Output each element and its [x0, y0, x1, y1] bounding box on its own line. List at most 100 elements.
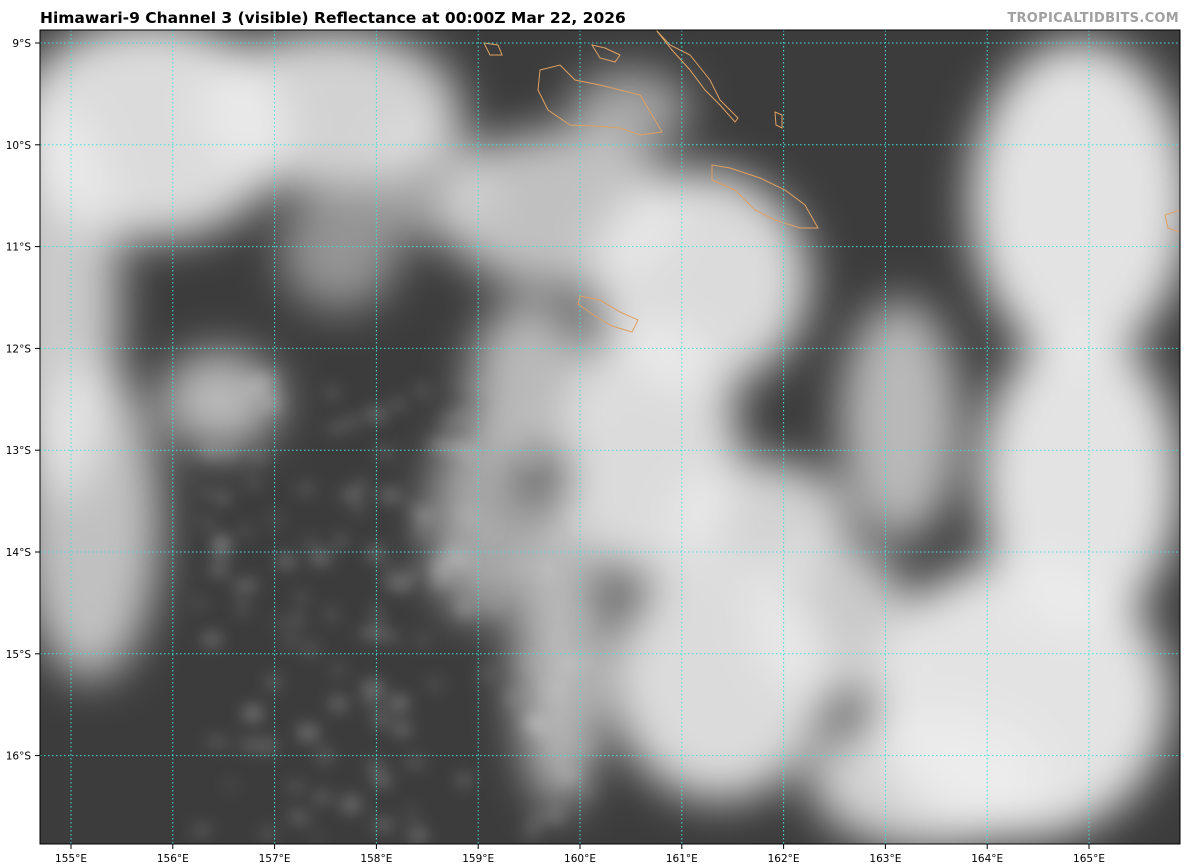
cumulus-cell: [259, 396, 281, 410]
cumulus-cell: [327, 425, 345, 432]
cumulus-cell: [486, 522, 494, 532]
cumulus-cell: [349, 488, 361, 502]
cumulus-cell: [260, 741, 276, 752]
cumulus-cell: [314, 793, 330, 802]
cumulus-cell: [378, 448, 392, 456]
latitude-label: 12°S: [6, 343, 32, 355]
cumulus-cell: [227, 782, 235, 788]
cumulus-cell: [271, 514, 278, 525]
cumulus-cell: [277, 555, 295, 567]
latitude-label: 9°S: [12, 38, 31, 50]
cumulus-cell: [344, 418, 360, 425]
latitude-label: 11°S: [6, 242, 32, 254]
cumulus-cell: [268, 676, 279, 689]
cloud-mass: [840, 300, 960, 540]
cumulus-cell: [236, 605, 250, 612]
cumulus-cell: [575, 524, 589, 534]
cumulus-cell: [558, 659, 578, 671]
cumulus-cell: [522, 829, 541, 836]
cloud-mass: [570, 70, 690, 150]
cumulus-cell: [289, 617, 305, 624]
cloud-layer: [40, 30, 1180, 844]
cumulus-cell: [511, 440, 521, 445]
cumulus-cell: [282, 637, 299, 643]
cumulus-cell: [392, 634, 401, 642]
cumulus-cell: [334, 665, 342, 675]
cumulus-cell: [394, 723, 410, 735]
cumulus-cell: [414, 526, 424, 538]
cumulus-cell: [427, 681, 442, 687]
cumulus-cell: [359, 629, 377, 637]
cumulus-cell: [455, 412, 470, 419]
cumulus-cell: [244, 379, 263, 393]
cumulus-cell: [525, 718, 543, 729]
cumulus-cell: [291, 810, 302, 823]
cloud-mass: [370, 120, 490, 240]
cumulus-cell: [454, 604, 476, 615]
longitude-label: 165°E: [1073, 853, 1105, 865]
cumulus-cell: [458, 380, 465, 387]
cumulus-cell: [310, 552, 331, 564]
cumulus-cell: [582, 788, 593, 794]
cumulus-cell: [442, 442, 464, 453]
cumulus-cell: [215, 493, 230, 503]
cumulus-cell: [374, 626, 381, 639]
cumulus-cell: [337, 534, 345, 548]
cumulus-cell: [550, 535, 561, 542]
latitude-label: 16°S: [6, 751, 32, 763]
cumulus-cell: [224, 449, 232, 460]
cumulus-cell: [201, 445, 219, 457]
cumulus-cell: [374, 713, 387, 727]
latitude-label: 15°S: [6, 649, 32, 661]
cumulus-cell: [389, 696, 409, 710]
latitude-label: 13°S: [6, 445, 32, 457]
cumulus-cell: [481, 670, 492, 678]
longitude-label: 161°E: [666, 853, 698, 865]
cumulus-cell: [342, 797, 361, 811]
cumulus-cell: [261, 830, 275, 837]
cumulus-cell: [245, 706, 262, 720]
credit-watermark: TROPICALTIDBITS.COM: [1007, 11, 1179, 26]
cumulus-cell: [459, 773, 469, 787]
cumulus-cell: [550, 683, 563, 695]
cumulus-cell: [407, 810, 415, 818]
cumulus-cell: [477, 383, 486, 391]
longitude-label: 157°E: [259, 853, 291, 865]
cumulus-cell: [373, 606, 381, 620]
cumulus-cell: [440, 554, 448, 560]
longitude-label: 159°E: [462, 853, 494, 865]
map-frame: [39, 29, 1181, 845]
longitude-label: 164°E: [971, 853, 1003, 865]
cloud-mass: [40, 360, 160, 680]
cumulus-cell: [575, 744, 597, 751]
cumulus-cell: [362, 682, 384, 695]
longitude-label: 163°E: [869, 853, 901, 865]
cloud-detail-layer: [193, 374, 597, 842]
cumulus-cell: [578, 656, 591, 664]
cumulus-cell: [328, 386, 336, 399]
cumulus-cell: [373, 774, 387, 780]
cumulus-cell: [548, 809, 561, 823]
cumulus-cell: [241, 526, 249, 536]
cumulus-cell: [339, 492, 350, 499]
longitude-label: 162°E: [768, 853, 800, 865]
cumulus-cell: [415, 510, 435, 522]
cumulus-cell: [429, 440, 447, 452]
cloud-mass: [750, 540, 910, 700]
cumulus-cell: [376, 492, 396, 499]
cumulus-cell: [517, 566, 525, 573]
cumulus-cell: [304, 539, 317, 546]
coastlines: [483, 30, 1180, 333]
cumulus-cell: [507, 693, 517, 705]
cumulus-cell: [368, 761, 383, 770]
cumulus-cell: [314, 837, 321, 842]
cumulus-cell: [373, 820, 394, 829]
cumulus-cell: [356, 506, 363, 515]
latitude-label: 14°S: [6, 547, 32, 559]
cumulus-cell: [228, 442, 237, 450]
longitude-label: 155°E: [55, 853, 87, 865]
cumulus-cell: [239, 741, 261, 749]
cumulus-cell: [206, 739, 229, 745]
cumulus-cell: [203, 633, 221, 645]
